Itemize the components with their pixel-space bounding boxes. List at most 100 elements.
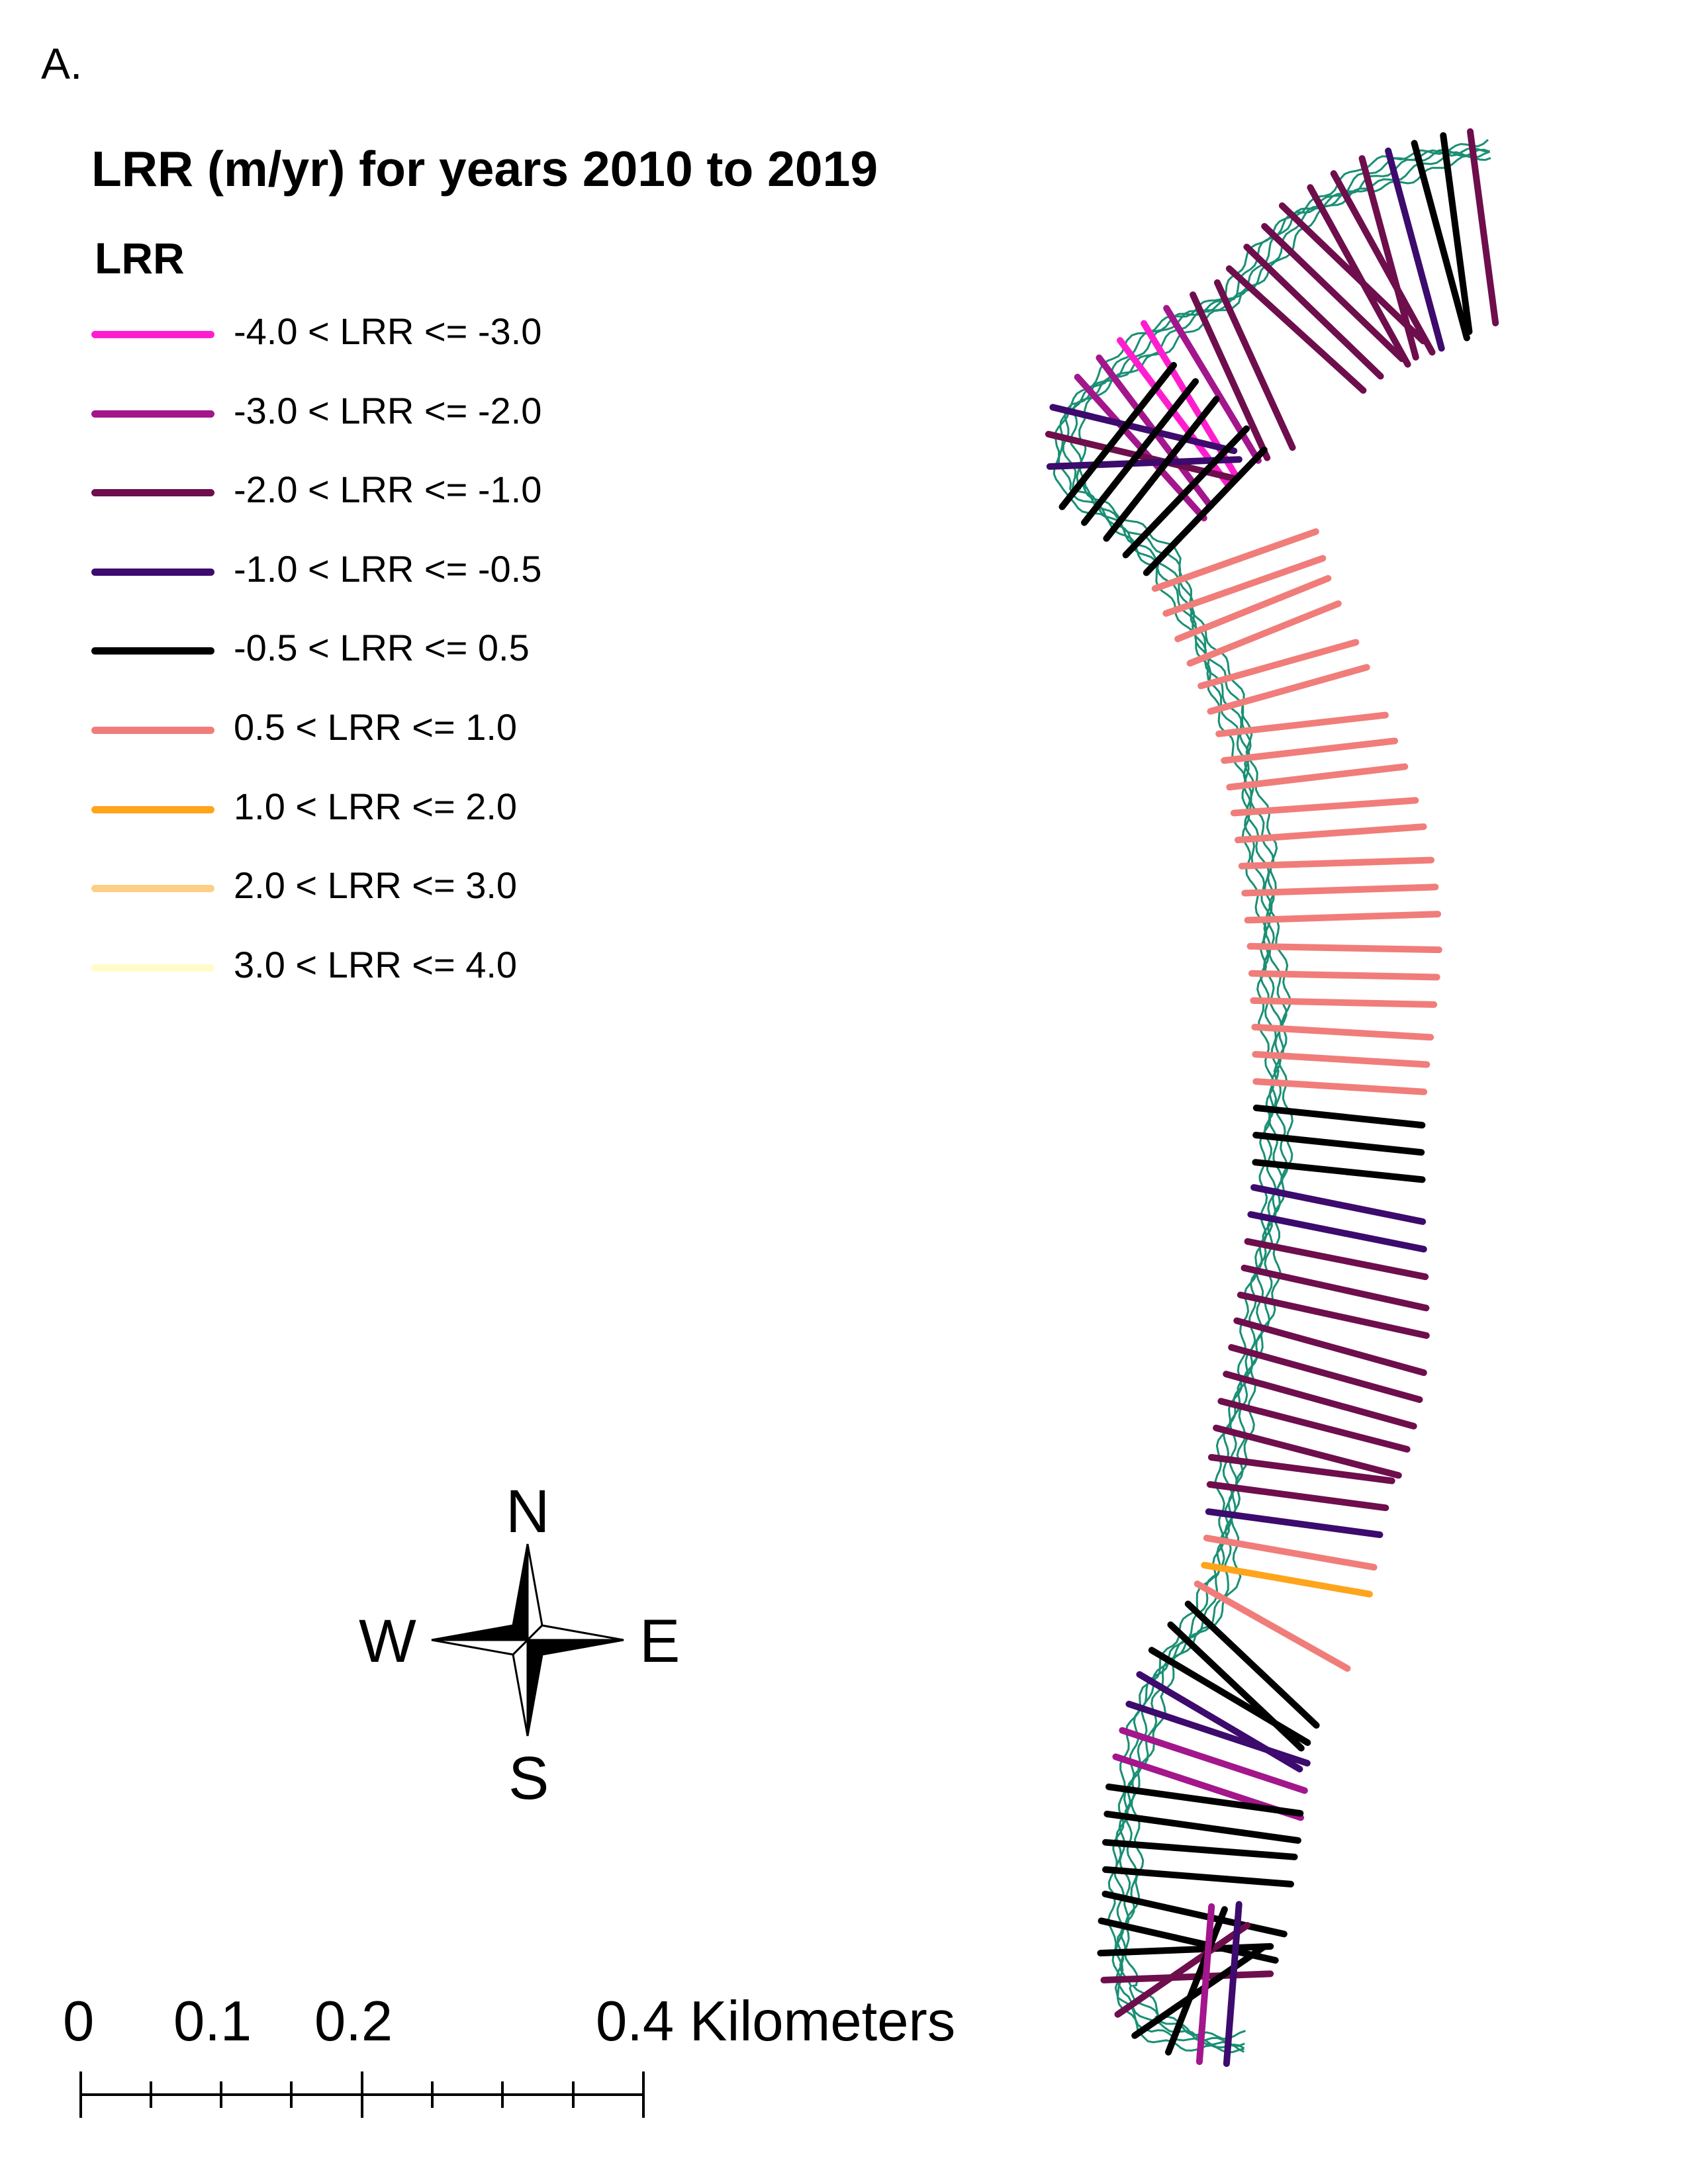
- transect-line: [1223, 1371, 1417, 1430]
- transect-line: [1225, 265, 1367, 394]
- transect-line: [1151, 528, 1319, 592]
- compass-north-label: N: [506, 1478, 550, 1545]
- legend-title: LRR (m/yr) for years 2010 to 2019: [91, 141, 878, 197]
- transect-line: [1411, 140, 1470, 341]
- legend-swatch: [91, 647, 214, 655]
- legend-label: -3.0 < LRR <= -2.0: [234, 389, 542, 432]
- transect-line: [1205, 1508, 1383, 1538]
- transect-line: [1278, 202, 1427, 345]
- legend-swatch: [91, 964, 214, 972]
- transect-line: [1102, 1866, 1294, 1888]
- transect-line: [1103, 396, 1220, 542]
- transect-line: [1237, 1291, 1430, 1339]
- transect-line: [1190, 291, 1271, 461]
- legend-swatch: [91, 726, 214, 734]
- transect-line: [1119, 1727, 1308, 1794]
- transect-line: [1250, 1184, 1427, 1225]
- legend-label: -4.0 < LRR <= -3.0: [234, 310, 542, 352]
- transect-line: [1105, 1783, 1304, 1817]
- transect-line: [1148, 1647, 1311, 1747]
- transect-line: [1203, 1534, 1378, 1571]
- transect-line: [1252, 1051, 1430, 1068]
- legend-swatch: [91, 489, 214, 497]
- transect-line: [1215, 711, 1389, 737]
- transect-line: [1247, 1211, 1427, 1253]
- legend-swatch: [91, 410, 214, 418]
- transect-line: [1440, 132, 1473, 336]
- transect-line: [1186, 600, 1342, 667]
- transect-line: [1098, 1917, 1279, 1964]
- transect-line: [1102, 1890, 1288, 1938]
- transect-line: [1213, 1424, 1402, 1479]
- scale-label-0-1: 0.1: [173, 1990, 252, 2053]
- transect-line: [1197, 639, 1360, 690]
- transect-line: [1114, 1922, 1251, 2018]
- transect-line: [1252, 1159, 1426, 1183]
- transect-line: [1100, 1970, 1274, 1983]
- transect-line: [1226, 763, 1409, 791]
- transect-line: [1103, 1810, 1301, 1844]
- transect-line: [1261, 223, 1405, 363]
- transect-line: [1131, 1943, 1268, 2039]
- legend-label: -1.0 < LRR <= -0.5: [234, 547, 542, 590]
- legend-swatch: [91, 568, 214, 576]
- panel-label: A.: [41, 39, 83, 88]
- transect-line: [1221, 737, 1399, 764]
- legend-label: -2.0 < LRR <= -1.0: [234, 469, 542, 511]
- transect-line: [1241, 884, 1439, 897]
- transect-line: [1244, 1238, 1429, 1281]
- transect-line: [1049, 404, 1238, 455]
- transect-line: [1213, 279, 1296, 451]
- transect-line: [1201, 1561, 1373, 1598]
- scale-label-0-2: 0.2: [314, 1990, 393, 2053]
- transect-line: [1252, 1078, 1428, 1095]
- transect-line: [1252, 1132, 1425, 1156]
- legend-label: 0.5 < LRR <= 1.0: [234, 705, 518, 748]
- legend-label: -0.5 < LRR <= 0.5: [234, 627, 530, 669]
- compass-east-label: E: [639, 1608, 680, 1675]
- transect-line: [1330, 170, 1436, 356]
- transect-line: [1250, 997, 1438, 1008]
- transect-line: [1223, 1901, 1243, 2068]
- transect-line: [1385, 147, 1445, 352]
- transect-line: [1207, 1454, 1395, 1484]
- transect-line: [1165, 1906, 1228, 2056]
- transect-line: [1238, 856, 1435, 870]
- transect-line: [1251, 1023, 1434, 1041]
- legend-label: 1.0 < LRR <= 2.0: [234, 785, 518, 827]
- transect-line: [1196, 1903, 1215, 2066]
- transect-line: [1184, 1600, 1320, 1729]
- transect-line: [1243, 244, 1384, 380]
- transect-line: [1206, 1481, 1389, 1512]
- transect-line: [1122, 425, 1250, 559]
- transect-line: [1244, 911, 1442, 924]
- transect-line: [1252, 1105, 1426, 1129]
- legend-swatch: [91, 885, 214, 893]
- legend-swatch: [91, 805, 214, 813]
- transect-line: [1230, 797, 1419, 817]
- transect-line: [1207, 664, 1370, 715]
- transect-line: [1233, 1317, 1427, 1377]
- legend-label: 2.0 < LRR <= 3.0: [234, 864, 518, 907]
- compass-west-label: W: [359, 1608, 416, 1675]
- transect-line: [1194, 1580, 1351, 1672]
- transect-line: [1125, 1700, 1311, 1767]
- transect-line: [1246, 942, 1442, 954]
- transect-line: [1217, 1398, 1411, 1453]
- transect-line: [1102, 1839, 1298, 1860]
- transect-line: [1235, 823, 1427, 844]
- compass-south-label: S: [508, 1745, 549, 1812]
- scale-label-0: 0: [63, 1990, 95, 2053]
- legend-label: 3.0 < LRR <= 4.0: [234, 943, 518, 985]
- legend-subtitle: LRR: [95, 234, 185, 283]
- transects: [1045, 128, 1499, 2068]
- transect-line: [1248, 970, 1440, 981]
- transect-line: [1174, 574, 1332, 643]
- transect-line: [1162, 555, 1327, 617]
- scale-label-0-4-kilometers: 0.4 Kilometers: [596, 1990, 956, 2053]
- transect-line: [1058, 361, 1177, 510]
- transect-line: [1046, 456, 1243, 470]
